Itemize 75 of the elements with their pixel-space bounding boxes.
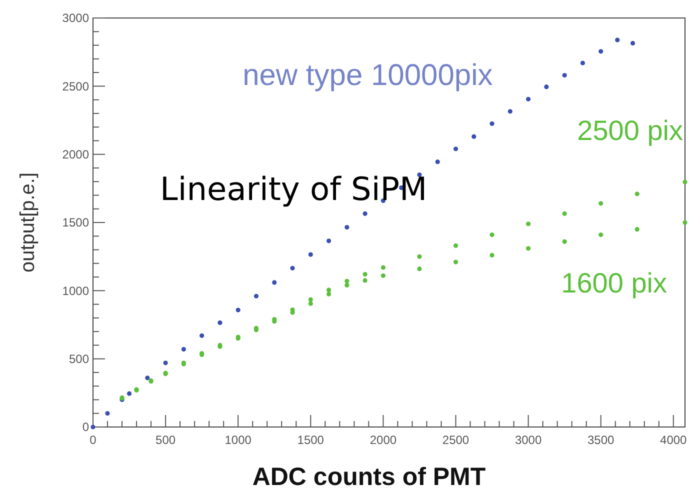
y-tick-label: 1000 <box>62 284 90 298</box>
point <box>344 278 350 284</box>
point <box>562 239 567 244</box>
point <box>526 246 531 251</box>
point <box>326 288 332 292</box>
point <box>682 220 688 225</box>
point <box>254 294 259 298</box>
x-axis-title: ADC counts of PMT <box>252 463 486 491</box>
point <box>90 424 96 430</box>
x-tick-label: 3000 <box>514 433 542 447</box>
point <box>490 232 494 238</box>
y-tick-label: 2500 <box>62 79 90 94</box>
point <box>453 146 458 152</box>
point <box>526 222 531 226</box>
point <box>362 211 368 216</box>
point <box>508 109 512 114</box>
point <box>308 297 313 302</box>
point <box>417 254 422 259</box>
point <box>453 243 458 248</box>
point <box>218 320 222 326</box>
point <box>682 180 688 184</box>
x-tick-label: 4000 <box>660 433 688 447</box>
point <box>290 266 295 270</box>
point <box>344 224 350 230</box>
y-tick-label: 0 <box>82 420 90 434</box>
y-tick-label: 3000 <box>62 11 90 26</box>
text: Linearity of SiPM <box>160 170 428 208</box>
point <box>526 96 531 102</box>
point <box>344 282 350 288</box>
point <box>580 60 586 66</box>
point <box>490 121 494 126</box>
point <box>598 232 604 238</box>
x-tick-label: 3500 <box>587 433 615 447</box>
point <box>453 260 458 264</box>
y-tick-label: 2000 <box>62 148 90 162</box>
point <box>562 72 567 78</box>
point <box>380 265 386 270</box>
point <box>308 301 313 306</box>
point <box>326 238 332 244</box>
point <box>163 360 168 366</box>
point <box>308 252 313 257</box>
point <box>598 201 604 206</box>
point <box>380 273 386 278</box>
point <box>615 38 620 42</box>
point <box>562 211 567 216</box>
point <box>126 391 132 396</box>
point <box>598 49 604 54</box>
point <box>362 272 368 277</box>
point <box>200 333 204 338</box>
x-tick-label: 1000 <box>224 433 252 447</box>
x-tick-label: 500 <box>156 433 176 447</box>
x-tick-label: 1500 <box>297 433 324 447</box>
point <box>544 84 549 90</box>
point <box>326 292 332 296</box>
series-label: 2500 pix <box>577 115 683 146</box>
point <box>417 266 422 272</box>
point <box>236 308 240 312</box>
x-tick-label: 2000 <box>370 433 397 447</box>
point <box>145 376 150 380</box>
point <box>362 278 368 283</box>
point <box>634 192 640 196</box>
series-label: new type 10000pix <box>242 59 493 92</box>
point <box>272 280 277 285</box>
x-tick-label: 2500 <box>442 433 470 447</box>
y-tick-label: 500 <box>68 352 90 366</box>
point <box>181 346 186 352</box>
y-axis-title: output[p.e.] <box>17 172 39 273</box>
point <box>630 40 636 46</box>
point <box>490 252 494 258</box>
y-tick-label: 1500 <box>62 216 90 230</box>
series-label: 1600 pix <box>561 268 667 298</box>
point <box>435 160 440 164</box>
point <box>105 411 110 416</box>
point <box>472 134 476 139</box>
point <box>634 227 640 232</box>
